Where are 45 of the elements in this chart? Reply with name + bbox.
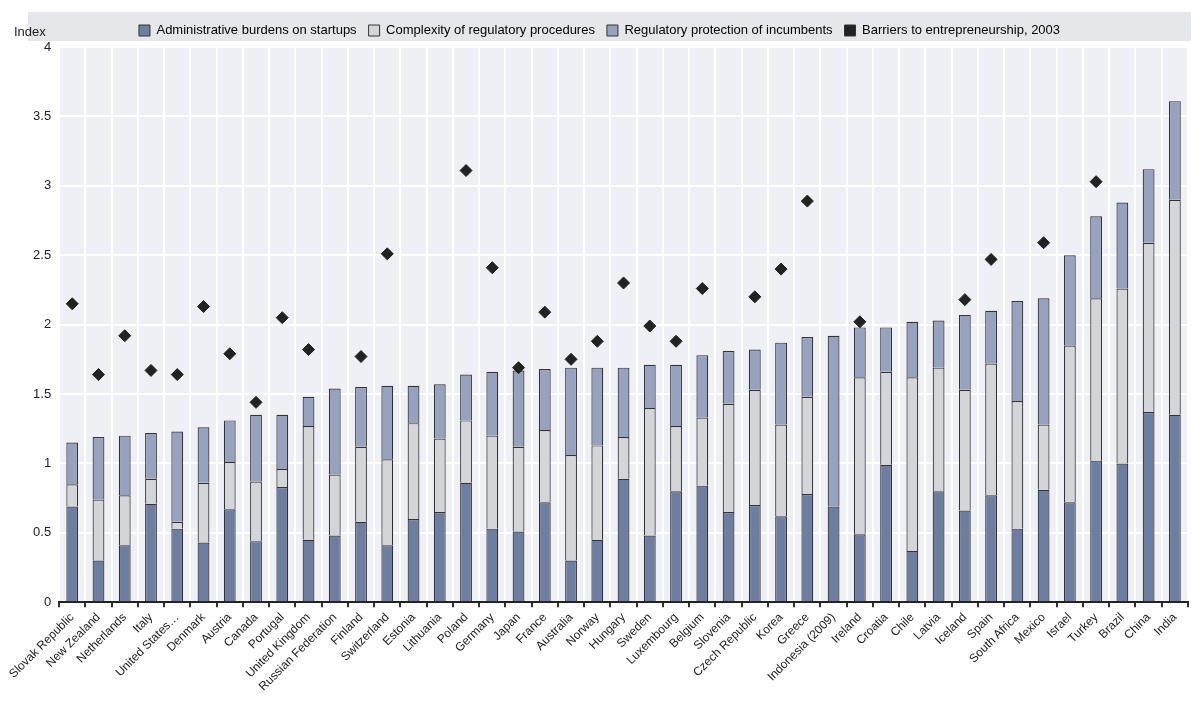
y-tick-label: 2 <box>43 316 52 332</box>
y-tick-label: 3 <box>43 177 52 193</box>
y-tick-label: 0 <box>43 593 52 609</box>
point <box>170 368 184 382</box>
point <box>223 347 237 361</box>
point <box>354 350 368 364</box>
point <box>748 290 762 304</box>
y-tick-label: 4 <box>43 38 52 54</box>
point <box>800 194 814 208</box>
legend-label: Administrative burdens on startups <box>156 22 358 38</box>
point <box>91 368 105 382</box>
y-tick-label: 0.5 <box>33 524 52 540</box>
x-tick-label: India <box>1151 609 1180 639</box>
legend-label: Regulatory protection of incumbents <box>624 22 834 38</box>
y-tick-label: 2.5 <box>33 246 52 262</box>
point <box>144 363 158 377</box>
point <box>118 329 132 343</box>
point <box>669 334 683 348</box>
point <box>643 319 657 333</box>
point <box>538 305 552 319</box>
point <box>275 311 289 325</box>
y-tick-label: 1.5 <box>33 385 52 401</box>
point <box>249 395 263 409</box>
point <box>380 247 394 261</box>
point <box>617 276 631 290</box>
point <box>65 297 79 311</box>
point <box>984 252 998 266</box>
point <box>774 262 788 276</box>
point <box>302 343 316 357</box>
point <box>459 164 473 178</box>
point <box>564 352 578 366</box>
point <box>197 300 211 314</box>
point <box>1089 175 1103 189</box>
point <box>590 334 604 348</box>
y-tick-label: 3.5 <box>33 107 52 123</box>
y-tick-label: 1 <box>43 455 52 471</box>
legend-label: Complexity of regulatory procedures <box>386 22 596 38</box>
point <box>958 293 972 307</box>
y-axis-title: Index <box>14 24 47 40</box>
legend-label: Barriers to entrepreneurship, 2003 <box>862 22 1061 38</box>
point <box>1037 236 1051 250</box>
point <box>695 282 709 296</box>
point <box>853 315 867 329</box>
point <box>512 361 526 375</box>
point <box>485 261 499 275</box>
